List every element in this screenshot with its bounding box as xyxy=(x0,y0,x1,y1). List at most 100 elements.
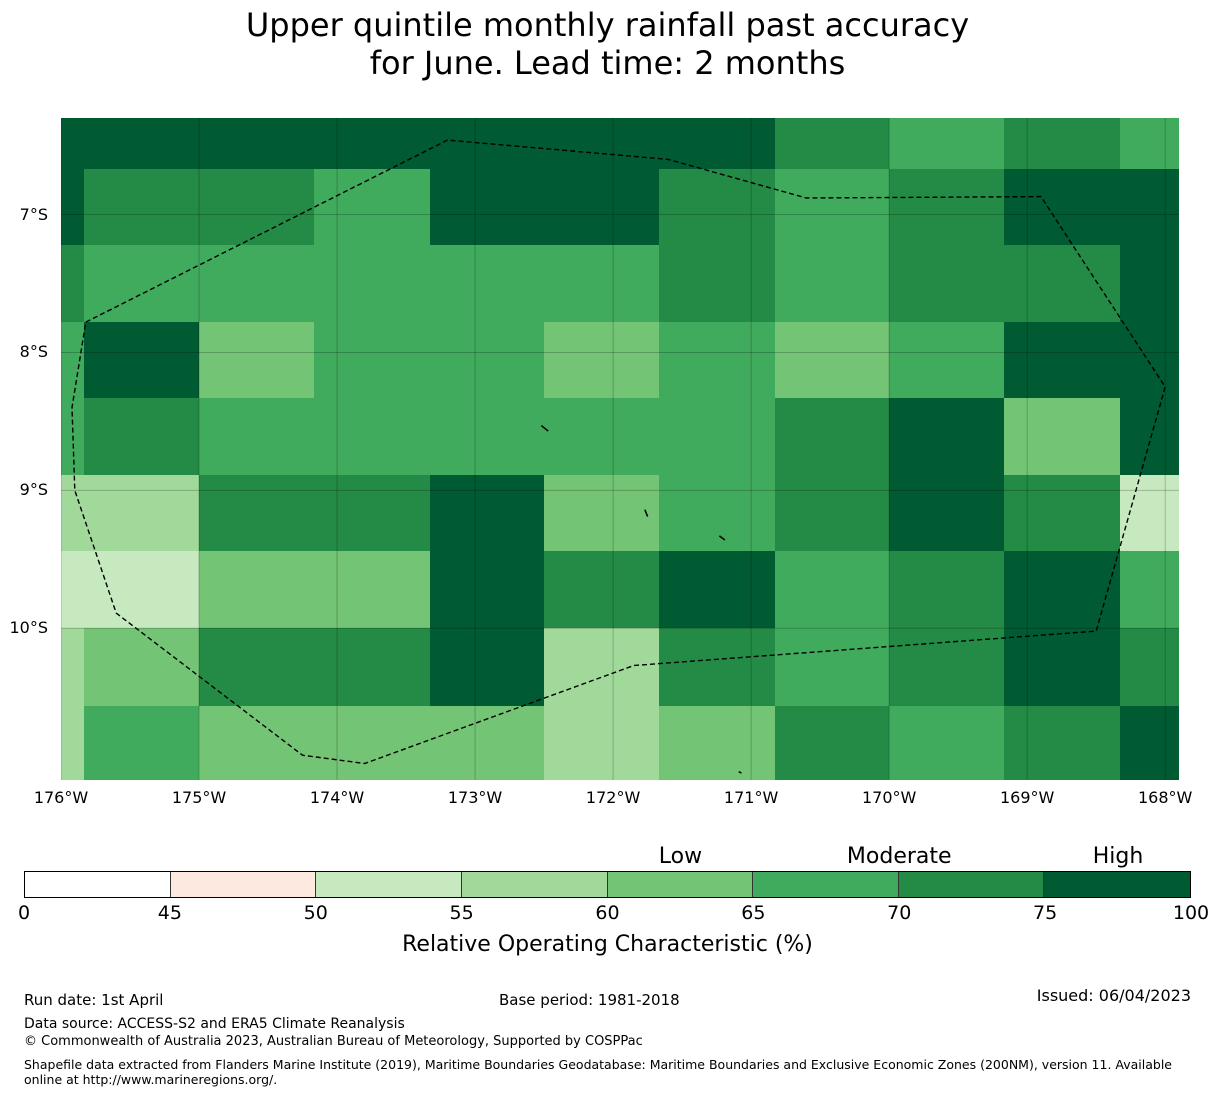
grid-cell xyxy=(889,398,1005,476)
grid-cell xyxy=(659,551,776,629)
grid-cell xyxy=(199,398,776,476)
colorbar-tick-label: 100 xyxy=(1172,902,1210,924)
grid-cell xyxy=(544,628,660,707)
grid-cell xyxy=(1120,706,1179,780)
data-source: Data source: ACCESS-S2 and ERA5 Climate … xyxy=(24,1016,405,1032)
grid-cell xyxy=(775,118,890,170)
colorbar-tick-label: 45 xyxy=(157,902,182,924)
grid-cell xyxy=(61,475,200,552)
island-outline xyxy=(540,424,549,432)
colorbar-tick-label: 55 xyxy=(449,902,474,924)
colorbar-segment xyxy=(316,872,462,897)
grid-cell xyxy=(84,706,200,780)
grid-cell xyxy=(1004,322,1179,399)
colorbar-segment xyxy=(1044,872,1190,897)
grid-cell xyxy=(1004,551,1121,629)
base-period: Base period: 1981-2018 xyxy=(499,991,680,1009)
grid-cell xyxy=(889,475,1005,552)
latitude-label: 10°S xyxy=(9,618,48,638)
grid-cell xyxy=(544,706,660,780)
colorbar-tick-label: 75 xyxy=(1033,902,1058,924)
colorbar-segment xyxy=(898,872,1045,897)
longitude-label: 169°W xyxy=(999,788,1055,807)
island-outline xyxy=(644,509,649,517)
copyright: © Commonwealth of Australia 2023, Austra… xyxy=(24,1034,643,1049)
category-label: Moderate xyxy=(846,844,952,869)
grid-cell xyxy=(61,245,85,323)
rainfall-accuracy-map xyxy=(61,118,1179,780)
grid-cell xyxy=(199,475,431,552)
grid-cell xyxy=(430,475,545,552)
latitude-label: 7°S xyxy=(19,204,48,224)
grid-cell xyxy=(61,551,200,629)
grid-cell xyxy=(659,245,776,323)
island-outline xyxy=(738,771,742,774)
longitude-label: 173°W xyxy=(447,788,503,807)
grid-cell xyxy=(1120,628,1179,707)
grid-cell xyxy=(659,475,776,552)
longitude-label: 170°W xyxy=(861,788,917,807)
grid-cell xyxy=(544,322,660,399)
grid-cell xyxy=(199,551,431,629)
longitude-label: 171°W xyxy=(723,788,779,807)
longitude-label: 174°W xyxy=(309,788,365,807)
grid-cell xyxy=(199,628,431,707)
grid-cell xyxy=(1004,475,1121,552)
grid-cell xyxy=(544,551,660,629)
map-overlay xyxy=(61,118,1179,780)
latitude-label: 8°S xyxy=(19,342,48,362)
grid-cell xyxy=(775,398,890,476)
grid-cell xyxy=(775,706,890,780)
grid-cell xyxy=(775,169,890,246)
grid-cell xyxy=(430,628,545,707)
grid-cell xyxy=(199,322,315,399)
title-line-2: for June. Lead time: 2 months xyxy=(369,44,846,82)
grid-cell xyxy=(1120,245,1179,323)
grid-cell xyxy=(61,322,85,399)
colorbar-segment xyxy=(753,872,899,897)
island-outline xyxy=(718,535,726,541)
colorbar-segment xyxy=(607,872,754,897)
grid-cell xyxy=(61,628,85,707)
category-label: High xyxy=(1092,844,1144,869)
colorbar-tick-label: 0 xyxy=(17,902,31,924)
grid-cell xyxy=(84,398,200,476)
grid-cell xyxy=(889,169,1005,246)
colorbar-tick-label: 50 xyxy=(303,902,328,924)
map-title: Upper quintile monthly rainfall past acc… xyxy=(0,6,1215,82)
grid-cell xyxy=(889,706,1005,780)
grid-cell xyxy=(659,628,776,707)
grid-cell xyxy=(889,118,1005,170)
grid-cell xyxy=(1004,628,1121,707)
grid-cell xyxy=(84,169,315,246)
category-label: Low xyxy=(658,844,703,869)
grid-cell xyxy=(61,706,85,780)
grid-cell xyxy=(889,628,1005,707)
longitude-label: 175°W xyxy=(171,788,227,807)
longitude-label: 176°W xyxy=(33,788,89,807)
colorbar-segment xyxy=(25,872,171,897)
grid-cell xyxy=(659,322,776,399)
grid-cell xyxy=(775,475,890,552)
grid-cell xyxy=(889,322,1005,399)
run-date: Run date: 1st April xyxy=(24,991,164,1009)
grid-cell xyxy=(775,551,890,629)
colorbar-tick-label: 70 xyxy=(887,902,912,924)
colorbar-segment xyxy=(170,872,317,897)
grid-cell xyxy=(1004,398,1121,476)
grid-cell xyxy=(889,551,1005,629)
grid-cell xyxy=(659,706,776,780)
grid-cell xyxy=(775,245,890,323)
colorbar-tick-label: 60 xyxy=(595,902,620,924)
eez-boundary xyxy=(71,139,1166,765)
shapefile-note: Shapefile data extracted from Flanders M… xyxy=(24,1057,1172,1087)
colorbar-title: Relative Operating Characteristic (%) xyxy=(402,932,813,957)
grid-cell xyxy=(889,245,1121,323)
grid-cell xyxy=(61,118,776,170)
grid-cell xyxy=(1120,398,1179,476)
grid-cell xyxy=(61,169,85,246)
grid-cell xyxy=(544,475,660,552)
longitude-label: 172°W xyxy=(585,788,641,807)
grid-cell xyxy=(314,169,431,246)
grid-cell xyxy=(1120,118,1179,170)
